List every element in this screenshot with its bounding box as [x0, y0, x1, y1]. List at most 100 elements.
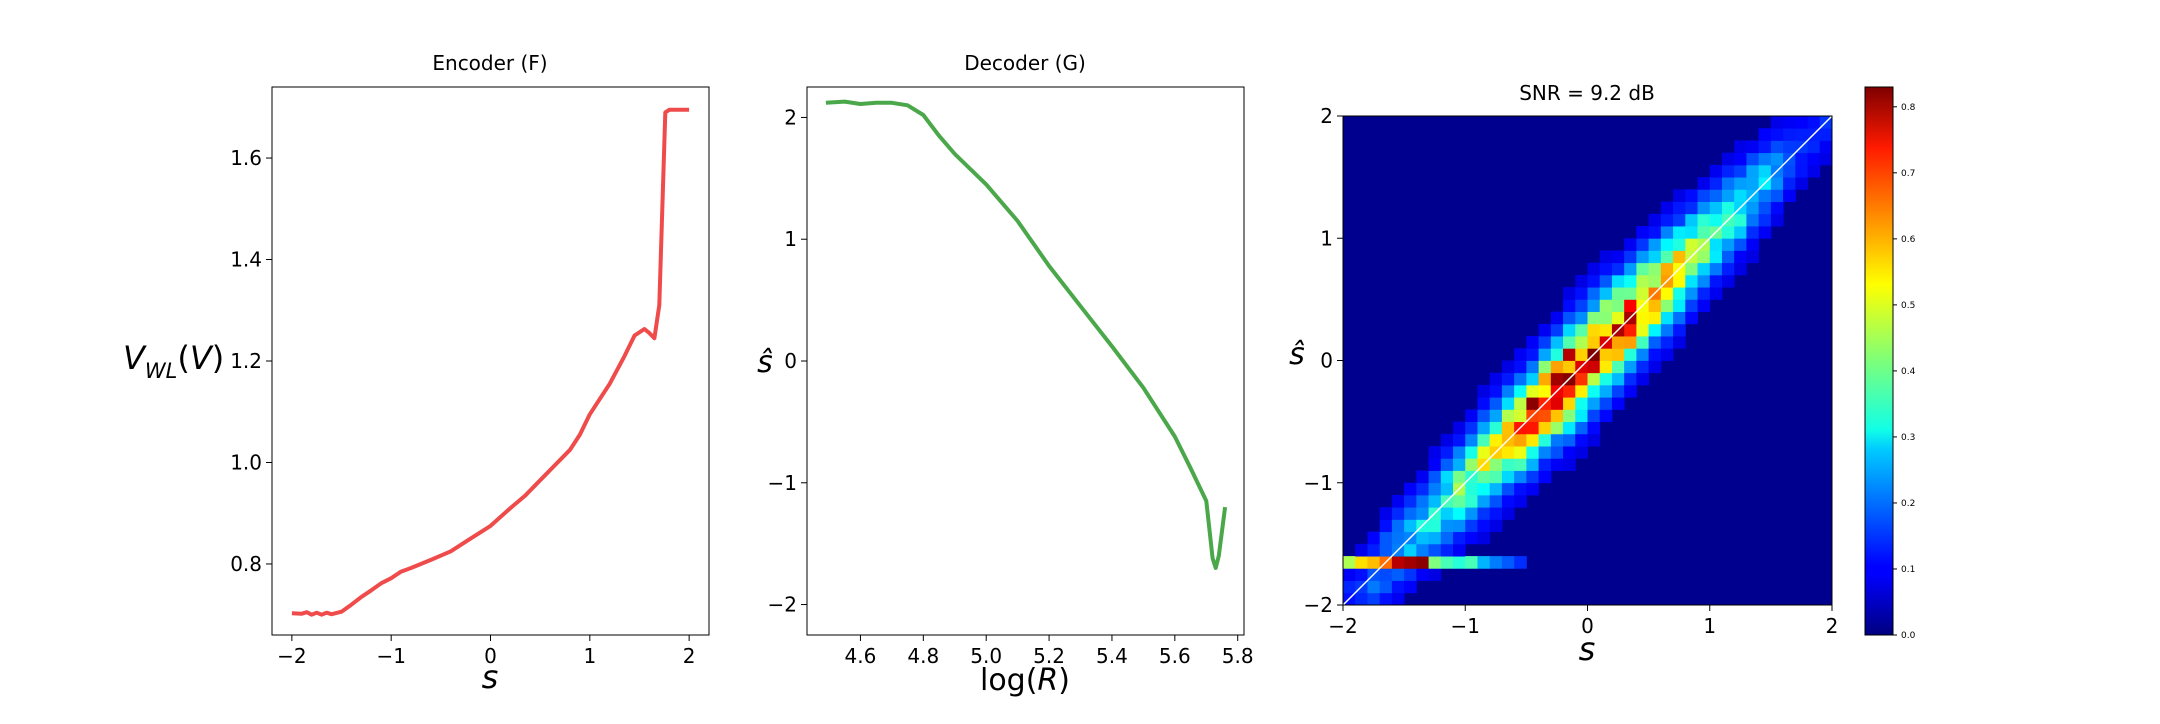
heatmap-cell: [1587, 262, 1601, 276]
heatmap-cell: [1514, 482, 1527, 496]
heatmap-cell: [1391, 507, 1405, 520]
heatmap-cell: [1819, 140, 1833, 154]
heatmap-cell: [1697, 226, 1711, 239]
heatmap-cell: [1673, 226, 1686, 239]
heatmap-cell: [1685, 262, 1698, 276]
heatmap-cell: [1514, 372, 1527, 386]
heatmap-cell: [1673, 323, 1686, 337]
heatmap-cell: [1599, 360, 1613, 374]
x-tick-label: 5.8: [1222, 644, 1254, 668]
heatmap-cell: [1367, 543, 1381, 557]
heatmap-cell: [1648, 311, 1662, 325]
heatmap-cell: [1770, 201, 1784, 215]
heatmap-cell: [1404, 507, 1417, 520]
heatmap-cell: [1624, 299, 1637, 313]
heatmap-cell: [1501, 458, 1515, 471]
y-tick-label: 1: [784, 227, 797, 251]
heatmap-cell: [1477, 433, 1491, 447]
heatmap-cell: [1477, 531, 1491, 545]
heatmap-cell: [1465, 421, 1478, 435]
heatmap-cell: [1685, 299, 1698, 313]
heatmap-cell: [1660, 336, 1674, 349]
heatmap-cell: [1648, 226, 1662, 239]
heatmap-cell: [1660, 201, 1674, 215]
heatmap-cell: [1477, 482, 1491, 496]
heatmap-cell: [1404, 580, 1417, 594]
heatmap-cell: [1795, 164, 1808, 178]
heatmap-cell: [1465, 482, 1478, 496]
decoder-curve: [825, 99, 1228, 570]
heatmap-cell: [1453, 519, 1466, 533]
heatmap-cell: [1685, 226, 1698, 239]
heatmap-cell: [1587, 421, 1601, 435]
heatmap-cell: [1660, 250, 1674, 264]
colorbar-tick-label: 0.3: [1901, 433, 1915, 443]
heatmap-cell: [1575, 433, 1588, 447]
heatmap-cell: [1599, 299, 1613, 313]
heatmap-cell: [1501, 384, 1515, 398]
heatmap-cell: [1611, 384, 1625, 398]
heatmap-cell: [1636, 262, 1650, 276]
heatmap-cell: [1709, 287, 1723, 300]
heatmap-cell: [1819, 152, 1833, 166]
heatmap-cell: [1758, 140, 1772, 154]
heatmap-cell: [1770, 189, 1784, 202]
heatmap-cell: [1550, 409, 1564, 423]
heatmap-cell: [1501, 494, 1515, 508]
heatmap-cell: [1489, 470, 1503, 484]
heatmap-cell: [1624, 336, 1637, 349]
decoder-y-label: ŝ: [757, 345, 773, 380]
y-tick-label: 1.6: [230, 146, 262, 170]
heatmap-cell: [1575, 287, 1588, 300]
heatmap-cell: [1734, 177, 1747, 190]
heatmap-cell: [1563, 433, 1576, 447]
heatmap-cell: [1721, 164, 1735, 178]
heatmap-cell: [1783, 116, 1796, 129]
heatmap-cell: [1746, 177, 1760, 190]
heatmap-cell: [1440, 556, 1454, 569]
heatmap-cell: [1734, 226, 1747, 239]
heatmap-cell: [1587, 311, 1601, 325]
heatmap-cell: [1489, 372, 1503, 386]
decoder-y-ticks: −2 −1 0 1 2: [768, 105, 807, 617]
heatmap-cell: [1575, 397, 1588, 410]
heatmap-cell: [1465, 433, 1478, 447]
y-tick-label: −2: [1304, 593, 1333, 617]
heatmap-cell: [1563, 287, 1576, 300]
heatmap-cell: [1624, 323, 1637, 337]
encoder-panel: Encoder (F) −2 −1 0 1 2 0.8 1.0 1.2 1.4 1.6 s VW…: [123, 51, 710, 696]
heatmap-cell: [1465, 556, 1478, 569]
heatmap-cell: [1526, 482, 1540, 496]
heatmap-cell: [1721, 226, 1735, 239]
heatmap-cell: [1783, 177, 1796, 190]
heatmap-cell: [1611, 250, 1625, 264]
heatmap-cell: [1721, 177, 1735, 190]
heatmap-cell: [1599, 287, 1613, 300]
heatmap-cell: [1477, 446, 1491, 459]
heatmap-cell: [1550, 323, 1564, 337]
x-tick-label: 5.0: [970, 644, 1002, 668]
heatmap-cell: [1611, 397, 1625, 410]
heatmap-cell: [1465, 458, 1478, 471]
heatmap-cell: [1563, 323, 1576, 337]
heatmap-cell: [1453, 421, 1466, 435]
heatmap-cell: [1599, 372, 1613, 386]
heatmap-cell: [1648, 238, 1662, 251]
heatmap-cell: [1783, 164, 1796, 178]
decoder-panel: Decoder (G) 4.6 4.8 5.0 5.2 5.4 5.6 5.8 −2 −1 0 1…: [757, 51, 1253, 698]
heatmap-cell: [1355, 568, 1368, 581]
heatmap-cell: [1746, 213, 1760, 227]
heatmap-cell: [1538, 433, 1552, 447]
decoder-title: Decoder (G): [964, 51, 1086, 75]
heatmap-cell: [1501, 556, 1515, 569]
y-tick-label: 0: [1320, 349, 1333, 373]
heatmap-cell: [1599, 384, 1613, 398]
heatmap-cell: [1587, 287, 1601, 300]
heatmap-cell: [1587, 360, 1601, 374]
heatmap-cell: [1391, 592, 1405, 606]
x-tick-label: −2: [277, 644, 306, 668]
heatmap-cell: [1721, 189, 1735, 202]
heatmap-cell: [1660, 213, 1674, 227]
heatmap-cell: [1428, 531, 1442, 545]
heatmap-cell: [1685, 189, 1698, 202]
